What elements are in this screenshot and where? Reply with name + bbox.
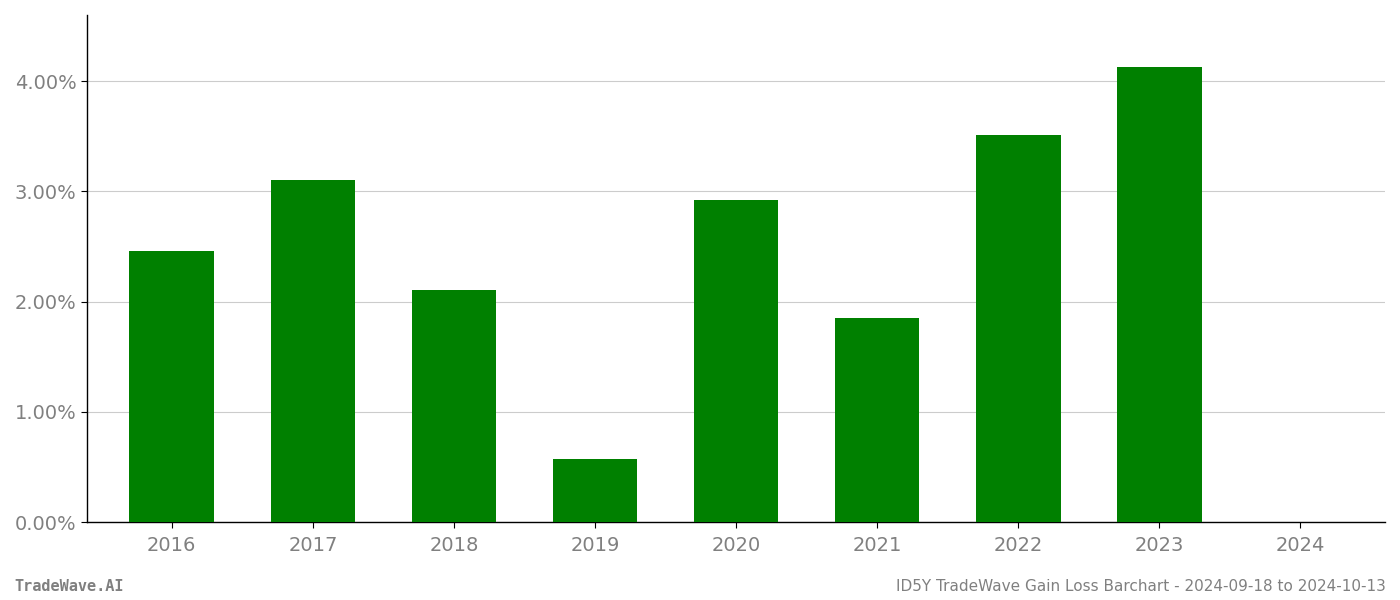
Text: TradeWave.AI: TradeWave.AI xyxy=(14,579,123,594)
Text: ID5Y TradeWave Gain Loss Barchart - 2024-09-18 to 2024-10-13: ID5Y TradeWave Gain Loss Barchart - 2024… xyxy=(896,579,1386,594)
Bar xyxy=(412,290,496,522)
Bar xyxy=(129,251,214,522)
Bar xyxy=(553,459,637,522)
Bar xyxy=(694,200,778,522)
Bar xyxy=(976,135,1061,522)
Bar xyxy=(270,181,356,522)
Bar xyxy=(834,318,920,522)
Bar xyxy=(1117,67,1201,522)
